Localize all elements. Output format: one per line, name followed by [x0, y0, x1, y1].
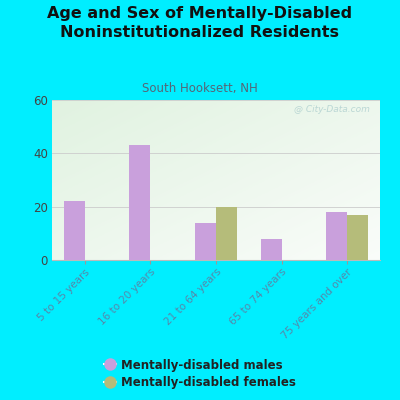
- Text: Age and Sex of Mentally-Disabled
Noninstitutionalized Residents: Age and Sex of Mentally-Disabled Noninst…: [48, 6, 352, 40]
- Text: South Hooksett, NH: South Hooksett, NH: [142, 82, 258, 95]
- Text: @ City-Data.com: @ City-Data.com: [294, 105, 370, 114]
- Bar: [216, 207, 237, 260]
- Bar: [347, 215, 368, 260]
- Bar: [130, 145, 150, 260]
- Legend: Mentally-disabled males, Mentally-disabled females: Mentally-disabled males, Mentally-disabl…: [99, 354, 301, 394]
- Bar: [64, 201, 85, 260]
- Bar: [261, 239, 282, 260]
- Bar: [195, 223, 216, 260]
- Bar: [326, 212, 347, 260]
